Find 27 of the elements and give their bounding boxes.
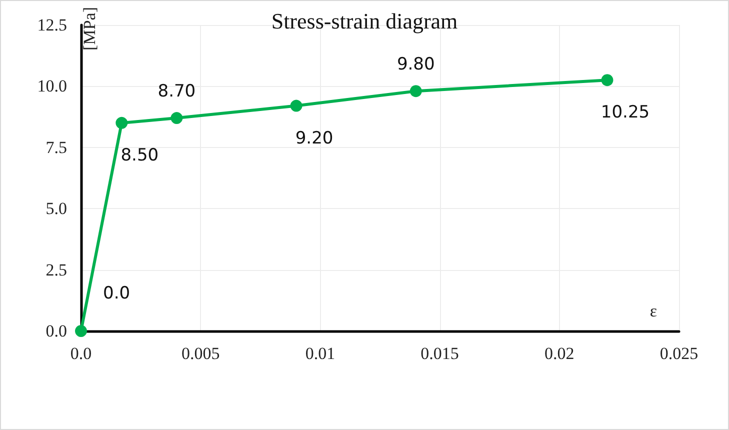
point [75, 325, 87, 337]
x-tick-label: 0.005 [181, 344, 220, 363]
chart-title: Stress-strain diagram [271, 8, 458, 34]
data-label: 0.0 [103, 284, 130, 304]
y-tick-label: 0.0 [46, 322, 67, 340]
data-label: 10.25 [600, 102, 650, 123]
point [170, 112, 183, 124]
y-tick-label: 2.5 [46, 260, 67, 280]
data-label: 9.20 [295, 128, 334, 148]
x-tick-label: 0.0 [70, 344, 92, 363]
x-tick-label: 0.02 [544, 344, 574, 363]
y-tick-label: 7.5 [46, 138, 67, 157]
data-label: 8.70 [158, 82, 196, 102]
x-tick-label: 0.01 [305, 344, 336, 363]
data-label: 9.80 [396, 54, 435, 75]
x-tick-label: 0.015 [420, 344, 459, 363]
point [410, 85, 422, 98]
y-tick-label: 12.5 [37, 16, 67, 34]
y-axis-title: [MPa] [80, 7, 99, 50]
x-tick-label: 0.025 [660, 344, 698, 363]
y-tick-label: 10.0 [37, 76, 67, 96]
data-label: 8.50 [120, 145, 159, 166]
x-axis-title: ε [650, 302, 657, 320]
point [601, 74, 614, 86]
point [116, 116, 128, 129]
y-tick-label: 5.0 [46, 199, 67, 218]
point [290, 100, 302, 112]
